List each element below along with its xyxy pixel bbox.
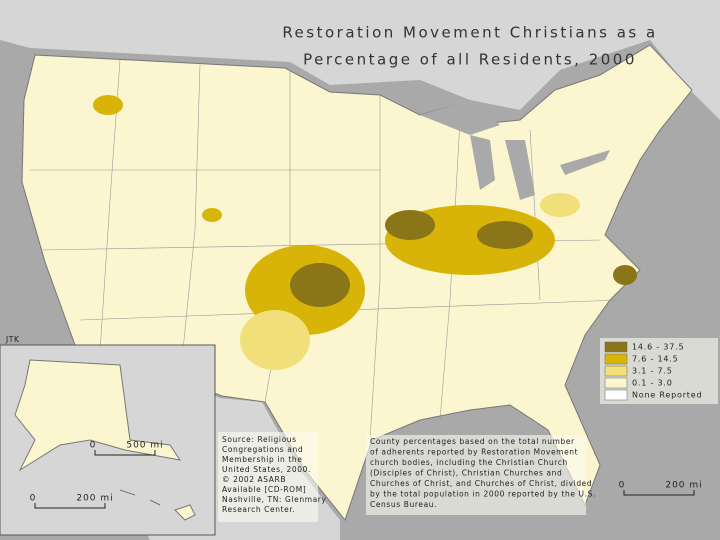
legend-swatch	[604, 389, 628, 401]
source-line: United States, 2000.	[222, 465, 311, 474]
legend-label: 14.6 - 37.5	[632, 343, 684, 352]
source-line: Membership in the	[222, 455, 302, 464]
source-line: Available [CD-ROM]	[222, 485, 306, 494]
legend-label: 3.1 - 7.5	[632, 367, 673, 376]
hawaii	[119, 489, 196, 521]
scale-bars: 0 500 mi 0 200 mi 0 200 mi	[30, 441, 702, 509]
note-line: by the total population in 2000 reported…	[370, 490, 596, 499]
scale-bar	[623, 490, 695, 496]
note-line: church bodies, including the Christian C…	[370, 458, 568, 467]
title-line: Restoration Movement Christians as a	[282, 24, 657, 42]
scale-label: 200 mi	[665, 481, 702, 491]
source-box	[218, 432, 318, 522]
source-line: Congregations and	[222, 445, 303, 454]
note-box	[366, 435, 586, 515]
scale-label: 500 mi	[126, 441, 163, 451]
scale-label: 200 mi	[76, 494, 113, 504]
legend-swatch	[604, 341, 628, 353]
note-line: County percentages based on the total nu…	[370, 437, 575, 446]
note-line: Census Bureau.	[370, 500, 437, 509]
legend-swatch	[604, 353, 628, 365]
great-lakes	[420, 100, 610, 200]
region	[290, 263, 350, 307]
region	[477, 221, 533, 249]
credit: JTK	[5, 335, 20, 344]
note: County percentages based on the total nu…	[370, 437, 596, 509]
scale-label: 0	[90, 441, 97, 451]
scale-bar	[94, 450, 156, 456]
legend-swatch	[604, 377, 628, 389]
source-line: Source: Religious	[222, 435, 297, 444]
region	[385, 210, 435, 240]
region	[202, 208, 222, 222]
region	[540, 193, 580, 217]
shaded-areas	[93, 95, 637, 370]
region	[93, 95, 123, 115]
scale-bar	[34, 503, 106, 509]
title-line: Percentage of all Residents, 2000	[303, 51, 637, 69]
source-line: Research Center.	[222, 505, 295, 514]
note-line: Churches of Christ, and Churches of Chri…	[370, 479, 592, 488]
region	[613, 265, 637, 285]
legend-label: 7.6 - 14.5	[632, 355, 679, 364]
canada	[0, 0, 720, 120]
scale-label: 0	[30, 494, 37, 504]
legend-label: 0.1 - 3.0	[632, 379, 673, 388]
legend-swatch	[604, 365, 628, 377]
source-line: Nashville, TN: Glenmary	[222, 495, 327, 504]
scale-label: 0	[619, 481, 626, 491]
alaska	[14, 359, 182, 472]
note-line: of adherents reported by Restoration Mov…	[370, 448, 578, 457]
source-line: © 2002 ASARB	[222, 475, 286, 484]
region	[240, 310, 310, 370]
legend-label: None Reported	[632, 391, 702, 400]
legend: 14.6 - 37.5 7.6 - 14.5 3.1 - 7.5 0.1 - 3.0 N…	[600, 338, 718, 404]
note-line: (Disciples of Christ), Christian Churche…	[370, 469, 562, 478]
